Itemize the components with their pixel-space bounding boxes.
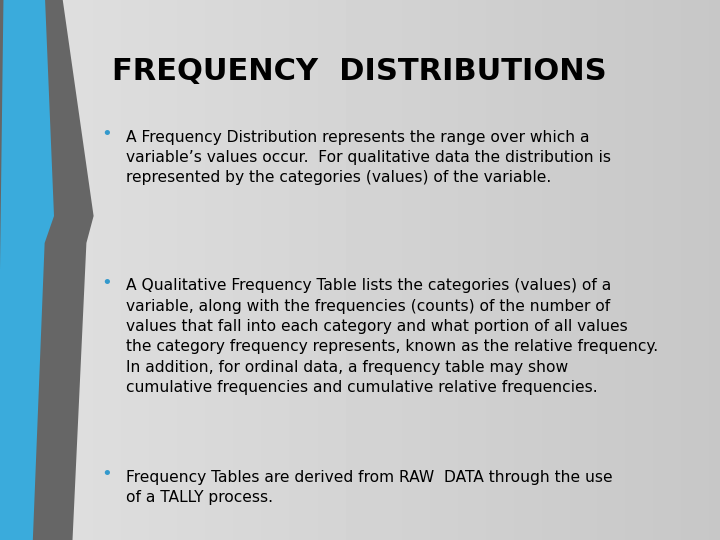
Polygon shape xyxy=(0,0,94,540)
Polygon shape xyxy=(0,0,54,540)
Text: •: • xyxy=(102,465,112,483)
Text: A Frequency Distribution represents the range over which a
variable’s values occ: A Frequency Distribution represents the … xyxy=(126,130,611,185)
Text: A Qualitative Frequency Table lists the categories (values) of a
variable, along: A Qualitative Frequency Table lists the … xyxy=(126,278,658,395)
Text: •: • xyxy=(102,274,112,292)
Text: •: • xyxy=(102,125,112,143)
Text: Frequency Tables are derived from RAW  DATA through the use
of a TALLY process.: Frequency Tables are derived from RAW DA… xyxy=(126,470,613,505)
Text: FREQUENCY  DISTRIBUTIONS: FREQUENCY DISTRIBUTIONS xyxy=(112,57,606,86)
